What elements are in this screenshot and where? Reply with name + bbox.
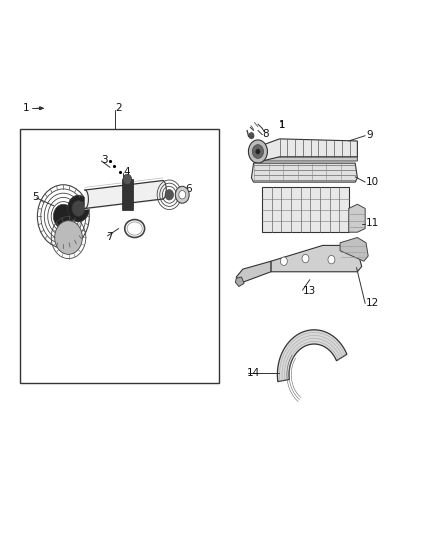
- Circle shape: [165, 190, 173, 200]
- Text: 7: 7: [106, 232, 113, 242]
- Polygon shape: [262, 139, 357, 161]
- Circle shape: [248, 140, 268, 163]
- Circle shape: [72, 200, 85, 216]
- Polygon shape: [236, 277, 244, 287]
- Polygon shape: [271, 245, 362, 272]
- Text: 1: 1: [23, 103, 30, 114]
- Text: 8: 8: [262, 128, 269, 139]
- Polygon shape: [256, 157, 357, 161]
- Circle shape: [55, 221, 82, 254]
- Circle shape: [249, 133, 254, 139]
- Circle shape: [280, 257, 287, 265]
- Text: 6: 6: [185, 184, 192, 194]
- Circle shape: [328, 255, 335, 264]
- Polygon shape: [236, 261, 271, 284]
- Circle shape: [175, 187, 189, 203]
- Polygon shape: [277, 330, 347, 382]
- Circle shape: [256, 149, 260, 154]
- Text: 1: 1: [279, 120, 285, 130]
- Circle shape: [179, 191, 186, 199]
- Polygon shape: [340, 238, 368, 261]
- Bar: [262, 188, 349, 232]
- Text: 13: 13: [303, 286, 316, 296]
- Text: 14: 14: [247, 368, 260, 378]
- Polygon shape: [251, 163, 357, 182]
- Polygon shape: [349, 204, 365, 232]
- Circle shape: [252, 144, 264, 158]
- Text: 9: 9: [366, 130, 373, 140]
- Text: 1: 1: [279, 120, 284, 130]
- Circle shape: [302, 254, 309, 263]
- Text: 5: 5: [32, 192, 39, 202]
- Text: 12: 12: [366, 298, 379, 309]
- Text: 10: 10: [366, 177, 379, 187]
- Bar: [20, 130, 219, 383]
- Circle shape: [53, 204, 73, 229]
- Circle shape: [67, 195, 89, 222]
- Text: 2: 2: [115, 103, 122, 114]
- Circle shape: [123, 174, 132, 185]
- Text: 11: 11: [366, 218, 379, 228]
- Bar: [122, 180, 133, 210]
- Text: 3: 3: [101, 155, 108, 165]
- Text: 4: 4: [124, 166, 131, 176]
